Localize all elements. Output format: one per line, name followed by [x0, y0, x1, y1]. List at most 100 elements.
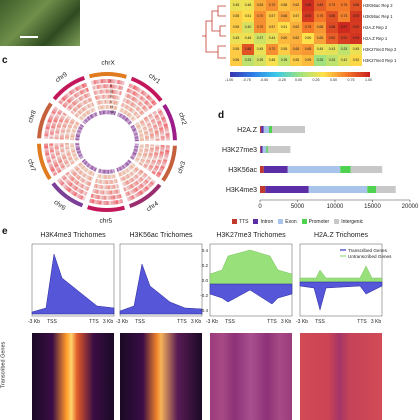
track-segment [77, 175, 81, 180]
track-segment [142, 155, 147, 159]
track-segment [133, 132, 138, 135]
track-segment [74, 166, 79, 171]
track-segment [149, 133, 154, 136]
track-segment [139, 190, 144, 195]
heatmap-ylabel: Transcribed Genes [0, 341, 7, 389]
bar-segment [376, 186, 396, 193]
track-segment [86, 162, 90, 167]
track-segment [75, 136, 80, 139]
track-segment [140, 103, 145, 109]
heatmap-cell: 0.70 [266, 0, 278, 11]
track-segment [149, 135, 155, 138]
track-segment [70, 134, 75, 137]
track-segment [144, 137, 150, 140]
track-segment [71, 128, 77, 132]
track-segment [136, 99, 141, 105]
track-segment [88, 170, 92, 175]
track-segment [80, 184, 85, 189]
track-segment [134, 146, 139, 149]
track-segment [90, 193, 94, 199]
track-segment [94, 194, 98, 199]
untranscribed-area [209, 249, 293, 285]
track-segment [123, 181, 127, 187]
track-segment [62, 176, 67, 181]
track-segment [146, 157, 152, 161]
track-segment [85, 87, 90, 93]
track-segment [68, 182, 74, 187]
profile-title: H3K27me3 Trichomes [216, 232, 286, 239]
track-segment [120, 85, 124, 91]
track-segment [90, 114, 94, 119]
heatmap-h2az [300, 333, 382, 420]
track-segment [52, 172, 58, 177]
track-segment [128, 100, 133, 106]
track-segment [81, 83, 86, 89]
track-segment [58, 161, 64, 166]
track-segment [91, 199, 95, 204]
track-segment [81, 107, 85, 112]
track-segment [92, 194, 96, 199]
track-segment [145, 139, 150, 142]
track-segment [133, 181, 138, 187]
track-segment [68, 104, 74, 109]
track-segment [118, 107, 122, 112]
heatmap-cell: 0.57 [266, 11, 278, 22]
track-segment [114, 173, 117, 179]
track-segment [149, 162, 155, 167]
track-segment [156, 120, 162, 125]
track-segment [66, 153, 71, 157]
bar-category-label: H2A.Z [237, 127, 258, 134]
track-segment [165, 149, 170, 153]
track-segment [68, 97, 73, 102]
track-segment [128, 190, 133, 195]
track-segment [75, 121, 80, 125]
track-segment [77, 194, 82, 199]
track-segment [118, 193, 122, 199]
track-segment [129, 172, 133, 177]
track-segment [75, 112, 80, 117]
heatmap-cell: 0.62 [290, 33, 302, 44]
track-segment [143, 116, 148, 120]
chromosome-label: chr2 [177, 112, 188, 127]
bar-segment [340, 166, 351, 173]
track-segment [72, 154, 77, 158]
track-segment [100, 105, 103, 110]
heatmap-cell: 0.51 [278, 22, 290, 33]
track-segment [162, 158, 168, 163]
track-segment [147, 167, 152, 172]
track-segment [126, 168, 130, 173]
track-segment [146, 159, 151, 163]
profile-x-tick: -3 Kb [28, 319, 40, 325]
chromosome-label: chr7 [26, 158, 37, 173]
track-segment [80, 115, 85, 120]
track-numeral: vi [110, 104, 114, 109]
track-segment [121, 176, 125, 182]
track-segment [133, 193, 138, 199]
track-segment [49, 136, 54, 140]
track-segment [154, 148, 160, 151]
track-segment [159, 153, 164, 157]
track-segment [54, 133, 60, 136]
track-segment [73, 124, 78, 128]
track-segment [134, 187, 139, 192]
track-segment [74, 123, 79, 127]
track-segment [149, 131, 154, 135]
heatmap-row-label: H3K27me3 Rep 2 [363, 47, 397, 52]
track-segment [133, 91, 138, 97]
track-segment [101, 105, 104, 110]
track-segment [138, 131, 143, 134]
track-segment [66, 164, 71, 168]
track-segment [72, 152, 77, 156]
heatmap-h3k4me3 [32, 333, 114, 420]
track-segment [81, 165, 86, 170]
track-segment [127, 120, 132, 125]
colorbar-tick: 0.50 [330, 78, 337, 82]
track-segment [71, 101, 76, 106]
track-segment [107, 99, 110, 104]
track-segment [112, 179, 115, 184]
track-segment [134, 112, 139, 117]
track-segment [75, 145, 80, 148]
track-segment [136, 179, 141, 184]
track-segment [108, 110, 110, 115]
correlation-heatmap: 0.45 0.46 0.63 0.70 0.58 0.62 0.96 0.83 0.75 0.75… [200, 0, 420, 105]
